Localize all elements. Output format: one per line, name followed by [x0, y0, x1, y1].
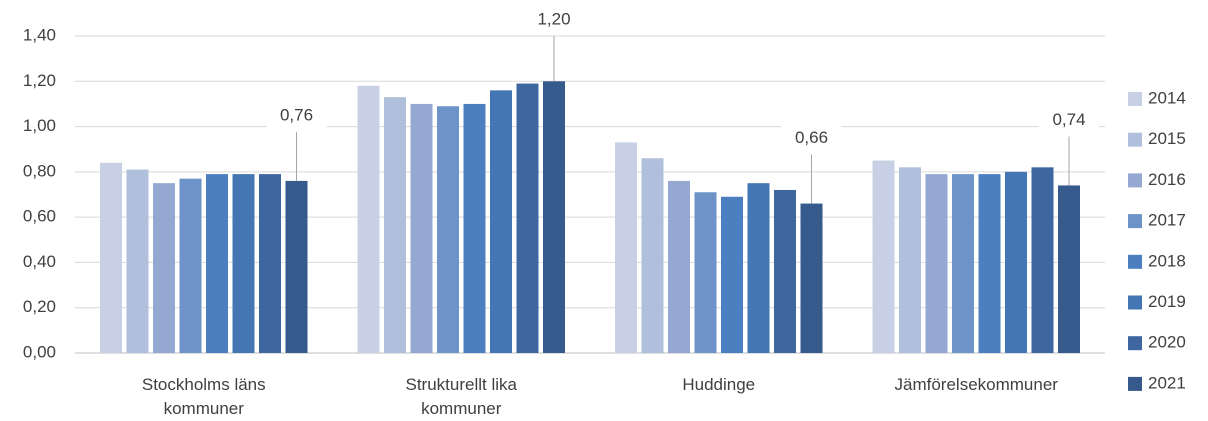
y-tick-label: 1,40: [23, 25, 56, 44]
data-label-bg: [524, 6, 584, 34]
legend-swatch: [1128, 295, 1142, 310]
bar: [490, 90, 512, 353]
legend-label: 2019: [1148, 292, 1186, 311]
legend-swatch: [1128, 214, 1142, 229]
bar: [153, 183, 175, 353]
y-tick-label: 0,40: [23, 252, 56, 271]
bar: [463, 103, 486, 353]
bar: [615, 142, 637, 353]
x-tick-label: Stockholms läns kommuner: [141, 375, 266, 418]
y-tick-label: 0,20: [23, 297, 56, 316]
bar: [668, 180, 690, 353]
legend-label: 2016: [1148, 170, 1186, 189]
bar: [543, 81, 565, 354]
legend-swatch: [1128, 376, 1142, 391]
bar: [232, 174, 255, 353]
bar: [259, 174, 281, 353]
bar: [357, 85, 380, 354]
bar: [1058, 185, 1080, 353]
legend-swatch: [1128, 254, 1142, 269]
data-label-bg: [1039, 106, 1099, 135]
bar: [952, 174, 974, 353]
bar: [437, 106, 459, 353]
legend-label: 2015: [1148, 129, 1186, 148]
y-tick-label: 1,20: [23, 71, 56, 90]
bar: [384, 97, 406, 353]
data-label: 0,76: [280, 105, 313, 124]
bar: [800, 203, 823, 353]
bar: [978, 174, 1001, 353]
legend-label: 2017: [1148, 211, 1186, 230]
y-tick-label: 0,00: [23, 342, 56, 361]
bar: [1031, 167, 1054, 353]
legend-swatch: [1128, 336, 1142, 351]
data-label: 0,66: [795, 128, 828, 147]
x-tick-label: Strukturellt lika kommuner: [405, 375, 517, 418]
legend-swatch: [1128, 173, 1142, 188]
bar: [100, 162, 122, 353]
bar: [872, 160, 895, 353]
bar: [694, 192, 717, 353]
bar: [721, 196, 743, 353]
bar: [899, 167, 921, 353]
bar: [641, 158, 664, 353]
data-label: 0,74: [1052, 110, 1085, 129]
bar: [206, 174, 228, 353]
legend-swatch: [1128, 132, 1142, 147]
y-tick-label: 0,60: [23, 207, 56, 226]
legend-label: 2014: [1148, 88, 1186, 107]
legend-label: 2018: [1148, 251, 1186, 270]
legend-label: 2020: [1148, 333, 1186, 352]
bar: [516, 83, 539, 354]
legend-swatch: [1128, 92, 1142, 106]
data-label-bg: [781, 124, 842, 153]
bar: [925, 174, 948, 353]
bar: [285, 180, 308, 353]
bar: [410, 103, 433, 353]
x-tick-label: Huddinge: [682, 375, 756, 394]
data-label-bg: [266, 101, 327, 130]
x-tick-label: Jämförelsekommuner: [894, 375, 1058, 394]
y-tick-label: 1,00: [23, 116, 56, 135]
bar: [179, 178, 202, 353]
data-label: 1,20: [537, 9, 570, 28]
y-tick-label: 0,80: [23, 161, 56, 180]
bar: [747, 183, 770, 353]
bar: [1005, 171, 1027, 353]
legend-label: 2021: [1148, 373, 1186, 392]
bar: [774, 189, 796, 353]
bar: [126, 169, 149, 353]
